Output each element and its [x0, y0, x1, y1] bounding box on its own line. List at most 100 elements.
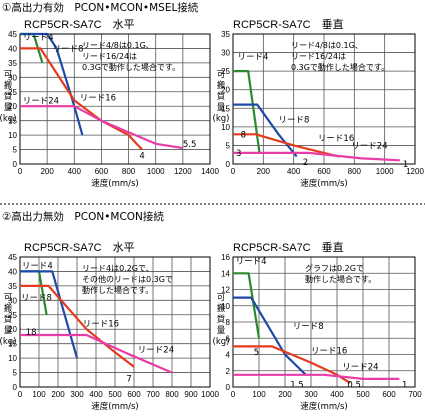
x-tick-label: 600	[95, 167, 109, 176]
series-label: リード8	[293, 322, 324, 332]
chart-note-line: 動作した場合です。	[305, 274, 376, 284]
plot-frame	[232, 256, 416, 388]
x-tick-label: 0	[18, 167, 23, 176]
x-tick-label: 500	[108, 390, 122, 399]
chart-note-line: 0.3Gで動作した場合です。	[82, 62, 180, 72]
x-tick-label: 400	[68, 167, 82, 176]
x-axis-label: 速度(mm/s)	[300, 178, 348, 189]
y-axis-label-char: 量	[4, 103, 13, 113]
x-tick-label: 500	[356, 390, 370, 399]
x-tick-label: 1200	[174, 167, 192, 176]
series-line-リード24	[20, 105, 184, 150]
series-label: 1	[403, 160, 408, 170]
x-tick-label: 600	[317, 167, 331, 176]
x-tick-label: 200	[278, 390, 292, 399]
y-tick-label: 16	[221, 253, 230, 262]
x-tick-label: 1000	[201, 390, 219, 399]
x-tick-label: 1400	[201, 167, 219, 176]
chart-note-line: その他のリードは0.3Gで	[82, 274, 173, 284]
chart-title: RCP5CR-SA7C 垂直	[233, 240, 344, 254]
x-axis-label: 速度(mm/s)	[91, 401, 139, 412]
x-tick-label: 300	[304, 390, 318, 399]
series-line-リード24	[20, 333, 173, 374]
series-label: リード16	[80, 94, 116, 104]
chart-note-line: 0.3Gで動作した場合です。	[291, 62, 389, 72]
y-tick-label: 30	[8, 296, 17, 305]
chart-4: RCP5CR-SA7C 垂直 0 100 200 300 400 500 600 700 0 2 4 6…	[213, 240, 423, 412]
y-axis-label-char: 質	[4, 314, 13, 325]
series-label: リード8	[21, 293, 52, 303]
y-tick-label: 8	[226, 318, 231, 327]
series-line-リード4	[233, 272, 261, 339]
y-axis-label-char: 搬	[4, 80, 13, 91]
chart-note-line: グラフは0.2Gで	[305, 263, 364, 273]
chart-note-line: リード4は0.2Gで、	[82, 264, 154, 273]
y-tick-label: 20	[8, 102, 17, 111]
chart-note-line: リード4/8は0.1G、	[82, 41, 154, 50]
series-line-リード24	[233, 373, 400, 380]
y-tick-label: 5	[226, 141, 231, 150]
series-line-リード16	[20, 284, 135, 368]
chart-note-line: リード16/24は	[291, 52, 346, 61]
y-tick-label: 15	[8, 340, 17, 349]
series-label: 2	[303, 158, 308, 168]
series-label: リード4	[236, 257, 267, 267]
series-line-リード8	[20, 270, 79, 359]
x-tick-label: 800	[122, 167, 136, 176]
section-header-1: ①高出力有効 PCON•MCON•MSEL接続	[2, 1, 199, 14]
y-tick-label: 25	[221, 67, 230, 76]
x-tick-label: 600	[127, 390, 141, 399]
y-axis-label-char: 量	[217, 326, 226, 336]
y-tick-label: 25	[8, 88, 17, 97]
y-tick-label: 25	[8, 311, 17, 320]
y-tick-label: 5	[13, 369, 18, 378]
y-tick-label: 20	[221, 86, 230, 95]
chart-note-line: リード4/8は0.1G、	[291, 41, 363, 50]
series-label: 1	[402, 381, 407, 391]
series-label: リード24	[23, 96, 59, 106]
series-label: 3	[236, 149, 241, 159]
x-tick-label: 700	[408, 390, 422, 399]
x-tick-label: 600	[382, 390, 396, 399]
chart-1: RCP5CR-SA7C 水平0 200 400 600 800 1000 1200 14000…	[0, 18, 219, 189]
plot-frame	[232, 33, 416, 165]
plot-frame	[19, 256, 211, 388]
x-tick-label: 800	[165, 390, 179, 399]
y-axis-label-char: (kg)	[213, 337, 230, 347]
y-tick-label: 30	[221, 49, 230, 58]
series-label: リード16	[83, 319, 119, 329]
y-axis-label-char: (kg)	[0, 337, 16, 347]
x-tick-label: 300	[70, 390, 84, 399]
x-tick-label: 800	[348, 167, 362, 176]
y-tick-label: 5	[13, 146, 18, 155]
y-tick-label: 0	[13, 160, 18, 169]
series-label: 0.5	[347, 381, 361, 391]
x-tick-label: 1000	[147, 167, 165, 176]
x-tick-label: 0	[18, 390, 23, 399]
x-tick-label: 400	[287, 167, 301, 176]
x-axis-label: 速度(mm/s)	[91, 178, 139, 189]
x-tick-label: 100	[252, 390, 266, 399]
series-label: リード24	[351, 141, 387, 151]
y-tick-label: 35	[8, 282, 17, 291]
y-tick-label: 15	[221, 104, 230, 113]
chart-3: RCP5CR-SA7C 水平0 100 200 300 400 500 600 700 800 9…	[0, 241, 219, 412]
y-tick-label: 0	[226, 383, 231, 392]
y-tick-label: 0	[226, 160, 231, 169]
y-axis-label-char: 質	[4, 91, 13, 102]
y-tick-label: 40	[8, 267, 17, 276]
series-label: リード24	[138, 345, 174, 355]
series-label: リード24	[342, 363, 378, 373]
series-label: リード16	[311, 346, 347, 356]
y-axis-label-char: 可	[217, 70, 226, 80]
y-tick-label: 35	[221, 30, 230, 39]
x-tick-label: 100	[32, 390, 46, 399]
y-axis-label-char: 量	[4, 326, 13, 336]
series-label: 5.5	[183, 140, 197, 150]
y-axis-label-char: 搬	[217, 303, 226, 314]
y-tick-label: 45	[8, 253, 17, 262]
series-label: 1.5	[290, 381, 304, 391]
y-axis-label-char: 量	[217, 103, 226, 113]
y-axis-label-char: 搬	[217, 80, 226, 91]
